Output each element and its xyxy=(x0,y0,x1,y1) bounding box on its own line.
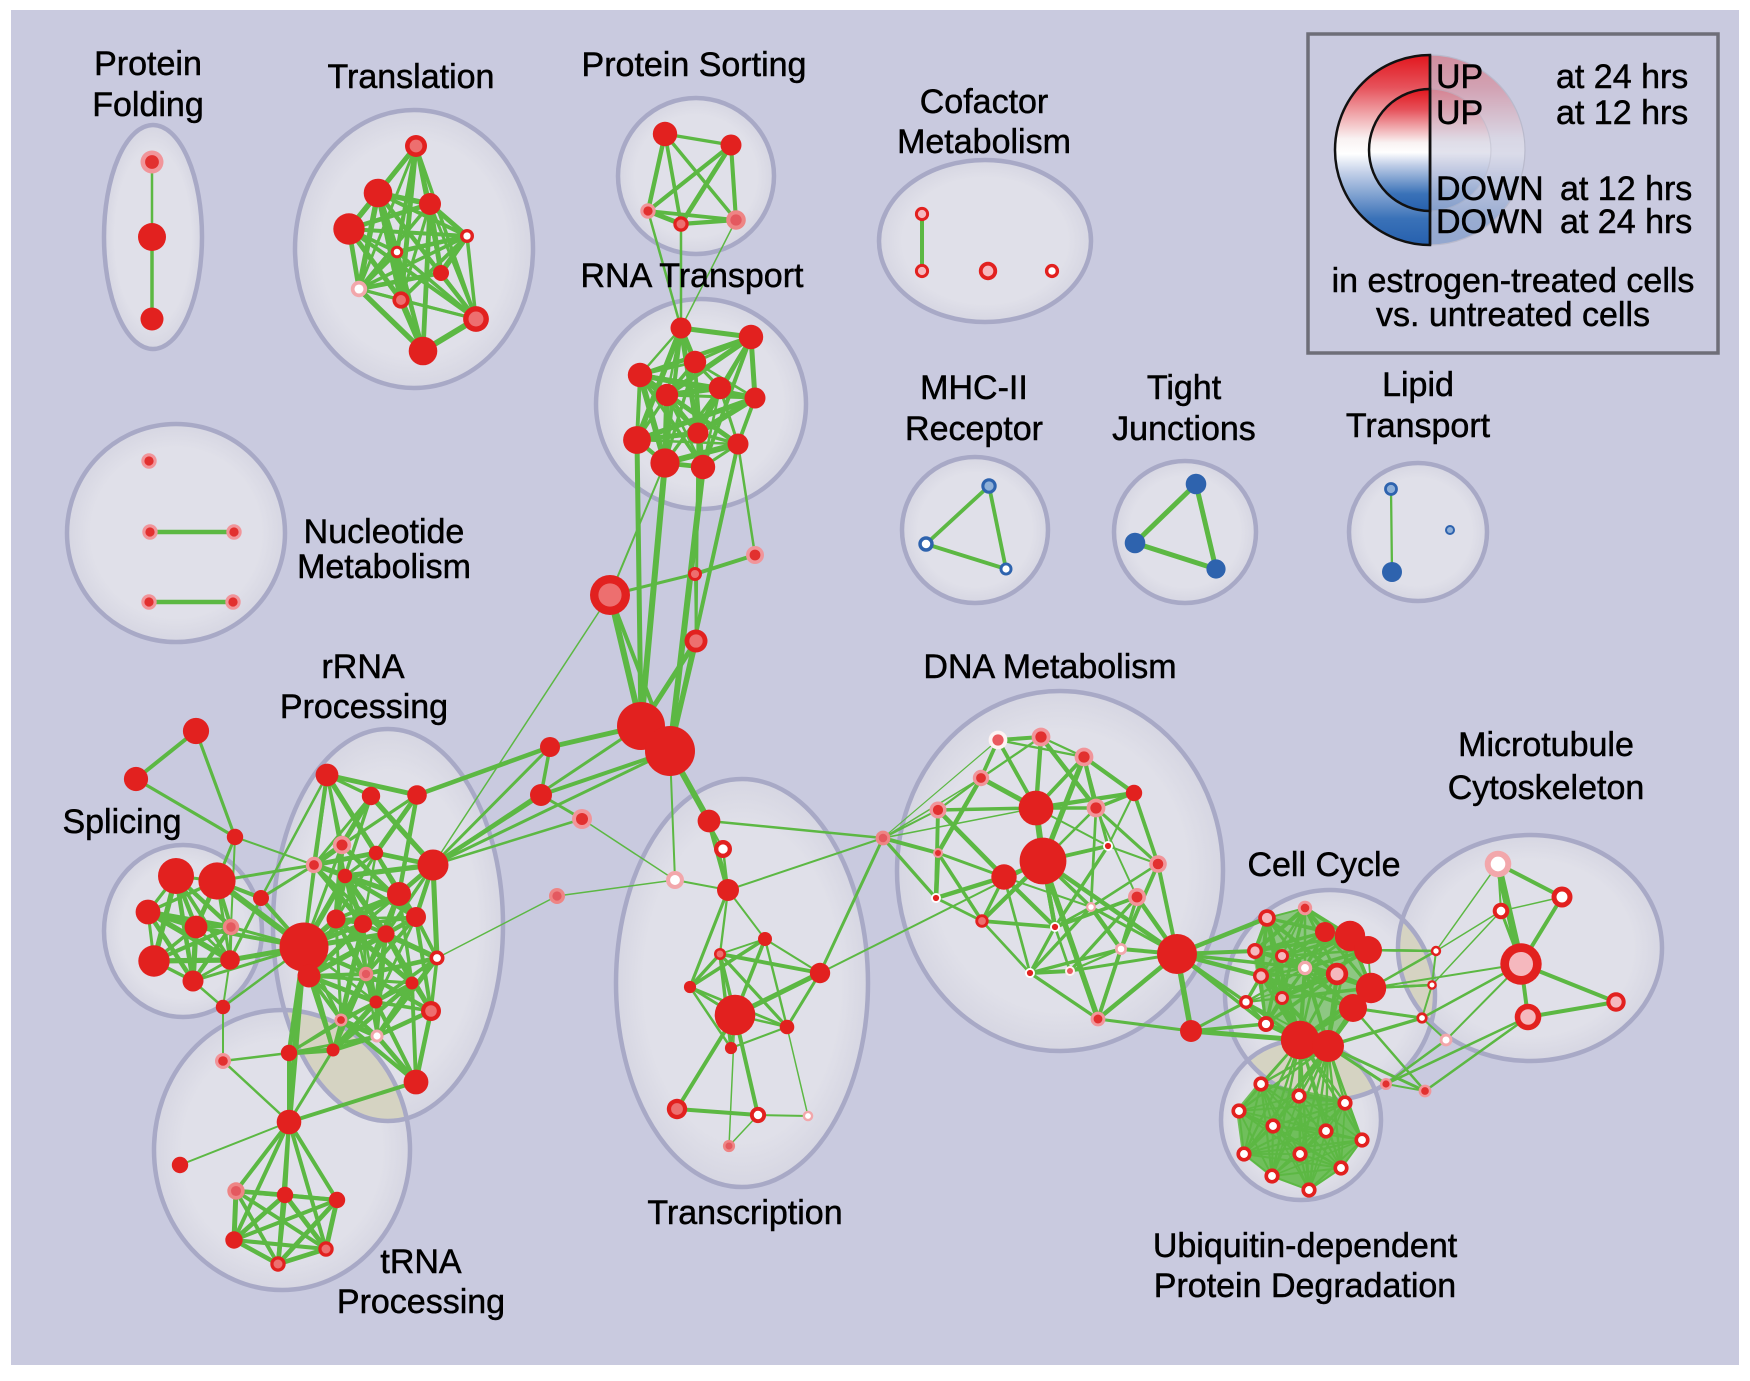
svg-text:vs. untreated cells: vs. untreated cells xyxy=(1376,296,1650,334)
svg-text:DOWN: DOWN xyxy=(1436,203,1544,241)
svg-text:rRNA: rRNA xyxy=(321,648,404,686)
svg-text:Splicing: Splicing xyxy=(62,803,181,841)
svg-text:Protein Sorting: Protein Sorting xyxy=(582,46,807,84)
svg-text:Transport: Transport xyxy=(1346,407,1491,445)
svg-text:DOWN: DOWN xyxy=(1436,170,1544,208)
svg-text:UP: UP xyxy=(1436,94,1483,132)
svg-text:Processing: Processing xyxy=(337,1283,505,1321)
svg-text:at 12 hrs: at 12 hrs xyxy=(1556,94,1688,132)
svg-text:Transcription: Transcription xyxy=(647,1194,842,1232)
svg-text:Microtubule: Microtubule xyxy=(1458,726,1634,764)
svg-text:DNA Metabolism: DNA Metabolism xyxy=(923,648,1176,686)
svg-text:UP: UP xyxy=(1436,58,1483,96)
svg-text:MHC-II: MHC-II xyxy=(920,369,1028,407)
svg-text:Folding: Folding xyxy=(92,86,204,124)
svg-text:Protein: Protein xyxy=(94,45,202,83)
svg-text:Junctions: Junctions xyxy=(1112,410,1256,448)
svg-text:at 24 hrs: at 24 hrs xyxy=(1556,58,1688,96)
svg-text:Nucleotide: Nucleotide xyxy=(304,513,465,551)
svg-text:tRNA: tRNA xyxy=(380,1243,462,1281)
svg-text:Metabolism: Metabolism xyxy=(897,123,1071,161)
svg-text:Translation: Translation xyxy=(328,58,495,96)
svg-text:at 24 hrs: at 24 hrs xyxy=(1560,203,1692,241)
svg-text:Protein Degradation: Protein Degradation xyxy=(1154,1267,1456,1305)
svg-text:Cell Cycle: Cell Cycle xyxy=(1247,846,1400,884)
svg-text:at 12 hrs: at 12 hrs xyxy=(1560,170,1692,208)
svg-text:Metabolism: Metabolism xyxy=(297,548,471,586)
svg-text:Tight: Tight xyxy=(1147,369,1222,407)
svg-text:in estrogen-treated cells: in estrogen-treated cells xyxy=(1332,262,1695,300)
svg-text:Processing: Processing xyxy=(280,688,448,726)
svg-text:RNA Transport: RNA Transport xyxy=(581,257,805,295)
svg-text:Ubiquitin-dependent: Ubiquitin-dependent xyxy=(1153,1227,1458,1265)
svg-text:Lipid: Lipid xyxy=(1382,366,1454,404)
svg-text:Receptor: Receptor xyxy=(905,410,1043,448)
svg-text:Cytoskeleton: Cytoskeleton xyxy=(1448,769,1645,807)
svg-text:Cofactor: Cofactor xyxy=(920,83,1049,121)
